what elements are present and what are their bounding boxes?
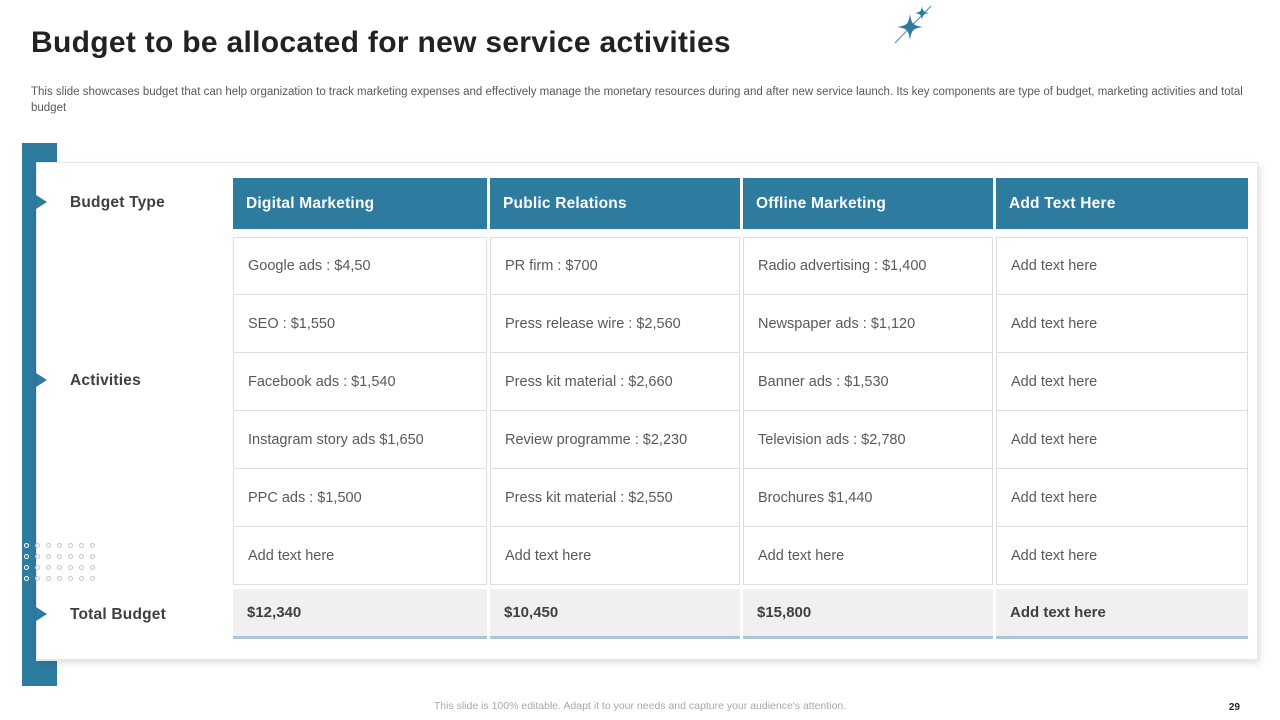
arrow-right-marker — [36, 607, 47, 621]
table-cell: Newspaper ads : $1,120 — [743, 295, 993, 353]
table-cell: Press release wire : $2,560 — [490, 295, 740, 353]
arrow-right-marker — [36, 195, 47, 209]
table-cell-placeholder: Add text here — [490, 527, 740, 585]
accent-bar-bottom — [22, 661, 57, 686]
table-cell: Press kit material : $2,660 — [490, 353, 740, 411]
total-cell-public-relations: $10,450 — [490, 589, 740, 639]
budget-table: Digital Marketing Public Relations Offli… — [233, 178, 1248, 639]
table-cell-placeholder: Add text here — [996, 527, 1248, 585]
table-cell: Press kit material : $2,550 — [490, 469, 740, 527]
table-cell-placeholder: Add text here — [233, 527, 487, 585]
table-cell: Google ads : $4,50 — [233, 237, 487, 295]
slide-footer-note: This slide is 100% editable. Adapt it to… — [433, 700, 847, 712]
column-header-public-relations: Public Relations — [490, 178, 740, 229]
total-cell-placeholder: Add text here — [996, 589, 1248, 639]
row-label-activities: Activities — [70, 372, 141, 389]
column-header-digital-marketing: Digital Marketing — [233, 178, 487, 229]
table-cell: Review programme : $2,230 — [490, 411, 740, 469]
table-cell: PPC ads : $1,500 — [233, 469, 487, 527]
table-total-row: $12,340 $10,450 $15,800 Add text here — [233, 589, 1248, 639]
total-cell-offline-marketing: $15,800 — [743, 589, 993, 639]
dots-decoration — [24, 543, 96, 582]
table-cell: SEO : $1,550 — [233, 295, 487, 353]
table-cell-placeholder: Add text here — [996, 353, 1248, 411]
table-cell: Facebook ads : $1,540 — [233, 353, 487, 411]
column-header-add-text: Add Text Here — [996, 178, 1248, 229]
table-cell: Television ads : $2,780 — [743, 411, 993, 469]
accent-bar — [22, 143, 36, 686]
arrow-right-marker — [36, 373, 47, 387]
table-cell-placeholder: Add text here — [996, 295, 1248, 353]
row-label-budget-type: Budget Type — [70, 194, 165, 211]
total-cell-digital-marketing: $12,340 — [233, 589, 487, 639]
table-cell-placeholder: Add text here — [996, 469, 1248, 527]
page-number: 29 — [1228, 702, 1240, 713]
table-cell: PR firm : $700 — [490, 237, 740, 295]
table-header-row: Digital Marketing Public Relations Offli… — [233, 178, 1248, 229]
sparkle-stars-icon — [880, 2, 940, 57]
slide-description: This slide showcases budget that can hel… — [31, 86, 1243, 115]
table-cell-placeholder: Add text here — [996, 411, 1248, 469]
column-header-offline-marketing: Offline Marketing — [743, 178, 993, 229]
table-body: Google ads : $4,50 PR firm : $700 Radio … — [233, 237, 1248, 585]
table-cell: Instagram story ads $1,650 — [233, 411, 487, 469]
table-cell-placeholder: Add text here — [743, 527, 993, 585]
table-cell-placeholder: Add text here — [996, 237, 1248, 295]
table-cell: Brochures $1,440 — [743, 469, 993, 527]
table-cell: Radio advertising : $1,400 — [743, 237, 993, 295]
page-title: Budget to be allocated for new service a… — [31, 26, 731, 59]
table-cell: Banner ads : $1,530 — [743, 353, 993, 411]
row-label-total-budget: Total Budget — [70, 606, 166, 623]
